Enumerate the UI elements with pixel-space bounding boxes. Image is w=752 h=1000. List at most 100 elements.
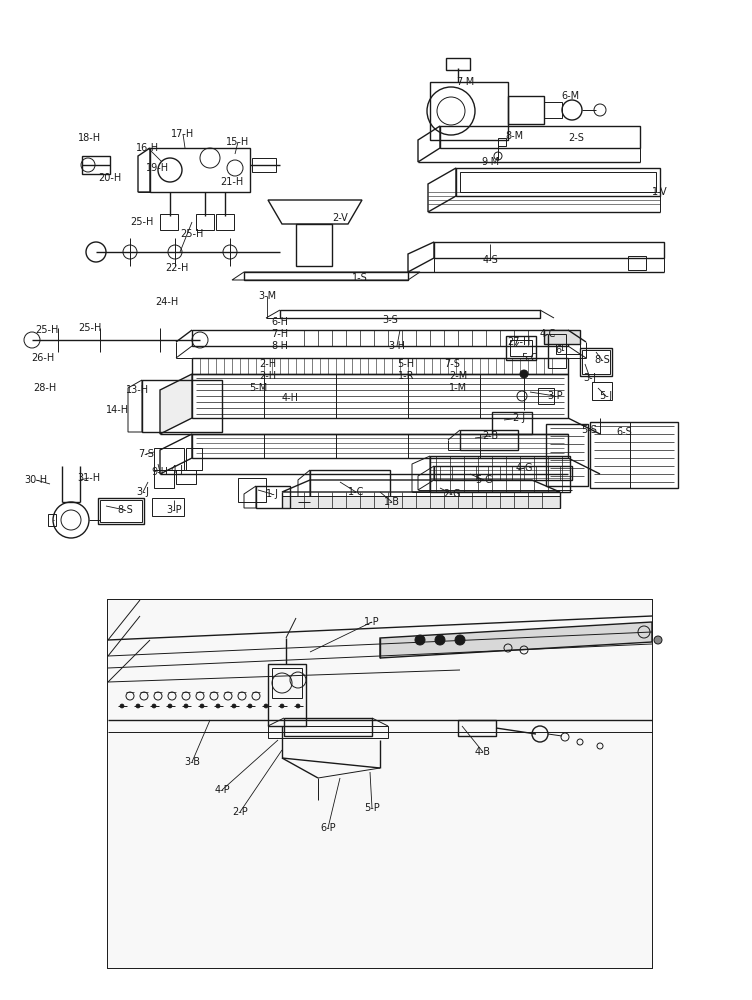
Text: 25-H: 25-H <box>180 229 204 239</box>
Text: 25-H: 25-H <box>130 217 153 227</box>
Circle shape <box>120 704 124 708</box>
Text: 4-P: 4-P <box>214 785 230 795</box>
Text: 8-H: 8-H <box>271 341 289 351</box>
Bar <box>252 158 276 172</box>
Text: 2-H: 2-H <box>259 359 277 369</box>
Circle shape <box>168 704 172 708</box>
Bar <box>108 600 652 968</box>
Text: 18-H: 18-H <box>78 133 102 143</box>
Bar <box>538 388 554 404</box>
Bar <box>268 664 306 726</box>
Bar <box>150 148 250 192</box>
Bar <box>256 486 290 508</box>
Bar <box>160 214 178 230</box>
Bar <box>446 58 470 70</box>
Circle shape <box>184 704 188 708</box>
Text: 7-M: 7-M <box>456 77 474 87</box>
Bar <box>556 344 580 354</box>
Text: 7-H: 7-H <box>271 329 289 339</box>
Circle shape <box>455 635 465 645</box>
Text: 20-H: 20-H <box>99 173 122 183</box>
Bar <box>498 138 506 146</box>
Circle shape <box>264 704 268 708</box>
Text: 8-S: 8-S <box>594 355 610 365</box>
Bar <box>510 340 532 356</box>
Bar <box>458 720 496 736</box>
Bar <box>310 470 390 502</box>
Circle shape <box>216 704 220 708</box>
Circle shape <box>200 704 204 708</box>
Bar <box>430 456 570 492</box>
Text: 15-H: 15-H <box>226 137 250 147</box>
Bar <box>628 256 646 270</box>
Circle shape <box>152 704 156 708</box>
Text: 2-M: 2-M <box>449 371 467 381</box>
Bar <box>544 330 580 344</box>
Text: 3-M: 3-M <box>258 291 276 301</box>
Text: 19-H: 19-H <box>147 163 169 173</box>
Bar <box>460 430 518 450</box>
Text: 26-H: 26-H <box>32 353 55 363</box>
Text: 13-H: 13-H <box>126 385 150 395</box>
Bar <box>48 514 56 526</box>
Bar <box>592 382 612 400</box>
Text: 2-J: 2-J <box>512 413 526 423</box>
Bar <box>284 718 372 736</box>
Bar <box>582 350 610 374</box>
Text: 14-H: 14-H <box>107 405 129 415</box>
Text: 3-P: 3-P <box>166 505 182 515</box>
Text: 2-V: 2-V <box>332 213 348 223</box>
Text: 6-M: 6-M <box>561 91 579 101</box>
Text: 3-S: 3-S <box>382 315 398 325</box>
Circle shape <box>296 704 300 708</box>
Text: 3-J: 3-J <box>137 487 150 497</box>
Text: 3-H: 3-H <box>389 341 405 351</box>
Bar <box>176 470 196 484</box>
Text: 27-H: 27-H <box>508 337 531 347</box>
Text: 16-H: 16-H <box>136 143 159 153</box>
Bar <box>580 348 612 376</box>
Bar <box>546 424 588 486</box>
Text: 3-P: 3-P <box>547 391 562 401</box>
Text: 17-H: 17-H <box>171 129 195 139</box>
Polygon shape <box>380 622 652 658</box>
Text: 2-H: 2-H <box>259 371 277 381</box>
Bar <box>108 600 652 968</box>
Text: 4-G: 4-G <box>515 463 532 473</box>
Bar <box>508 96 544 124</box>
Text: 2-P: 2-P <box>232 807 248 817</box>
Text: 4-S: 4-S <box>482 255 498 265</box>
Bar <box>196 214 214 230</box>
Bar <box>100 500 142 522</box>
Text: 3-J: 3-J <box>584 373 596 383</box>
Circle shape <box>415 635 425 645</box>
Text: 25-H: 25-H <box>35 325 59 335</box>
Text: 8-M: 8-M <box>505 131 523 141</box>
Text: 3-B: 3-B <box>184 757 200 767</box>
Polygon shape <box>160 374 192 434</box>
Text: 28-H: 28-H <box>33 383 56 393</box>
Text: 22-H: 22-H <box>165 263 189 273</box>
Circle shape <box>136 704 140 708</box>
Text: 1-B: 1-B <box>384 497 400 507</box>
Text: 2-G: 2-G <box>443 489 461 499</box>
Bar <box>492 412 532 434</box>
Text: 1-M: 1-M <box>449 383 467 393</box>
Text: 5-J: 5-J <box>599 391 613 401</box>
Bar <box>430 82 508 140</box>
Circle shape <box>520 370 528 378</box>
Text: 25-H: 25-H <box>78 323 102 333</box>
Text: 9-M: 9-M <box>481 157 499 167</box>
Text: 30-H: 30-H <box>24 475 47 485</box>
Text: 6-H: 6-H <box>271 317 289 327</box>
Circle shape <box>435 635 445 645</box>
Text: 4-B: 4-B <box>475 747 491 757</box>
Text: 21-H: 21-H <box>220 177 244 187</box>
Text: 7-S: 7-S <box>138 449 154 459</box>
Bar <box>268 726 388 738</box>
Text: 24-H: 24-H <box>156 297 179 307</box>
Polygon shape <box>282 496 560 508</box>
Text: 5-S: 5-S <box>581 425 597 435</box>
Text: 5-P: 5-P <box>364 803 380 813</box>
Text: 6-P: 6-P <box>320 823 336 833</box>
